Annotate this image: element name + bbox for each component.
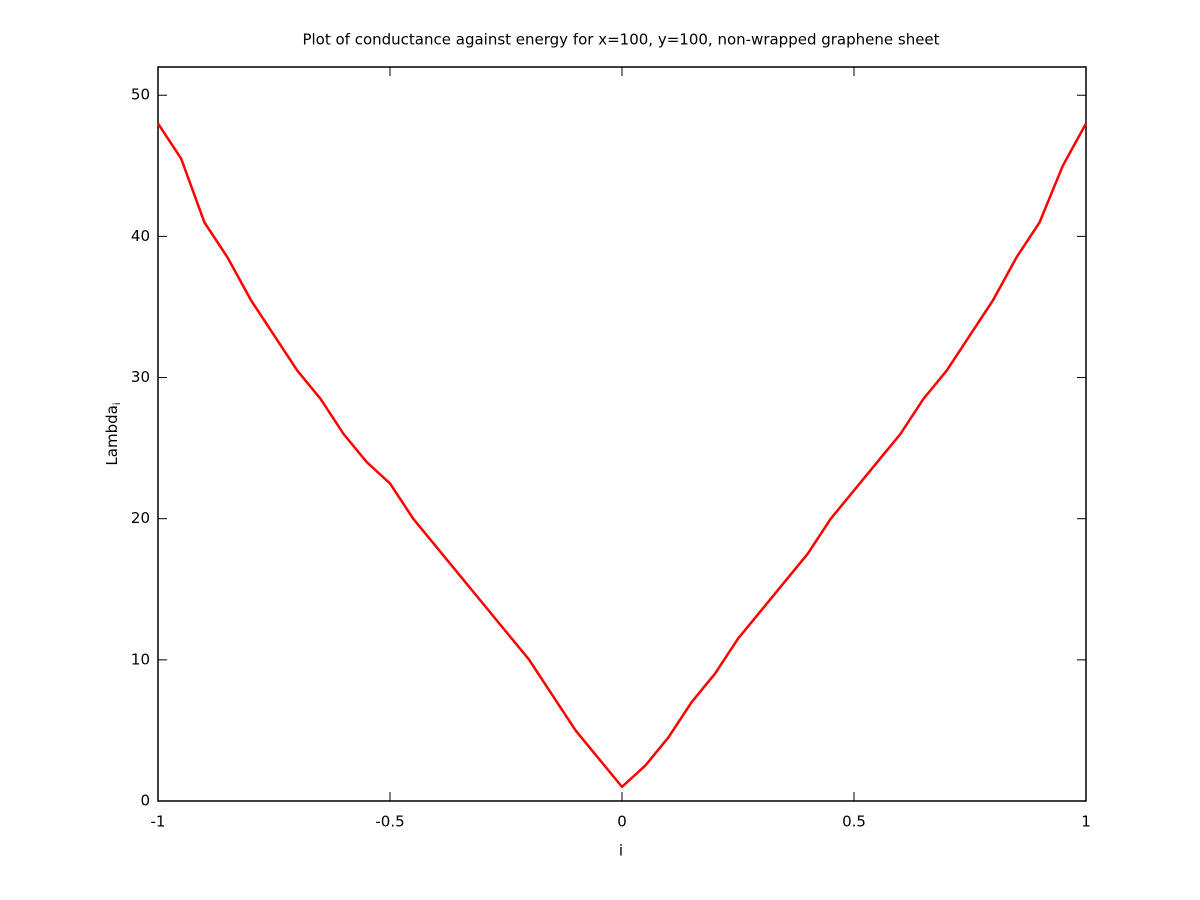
x-tick-label: 0.5 [842, 813, 866, 831]
x-tick-label: -0.5 [375, 813, 404, 831]
plot-frame [157, 66, 1087, 802]
y-tick-label: 30 [131, 368, 150, 386]
x-tick-label: 0 [617, 813, 627, 831]
x-axis-label: i [619, 842, 623, 860]
x-tick-label: 1 [1081, 813, 1091, 831]
chart-title: Plot of conductance against energy for x… [302, 31, 939, 49]
y-tick-label: 20 [131, 509, 150, 527]
y-tick-label: 50 [131, 86, 150, 104]
y-axis-label: Lambdai [103, 402, 124, 465]
y-tick-label: 40 [131, 227, 150, 245]
y-tick-label: 10 [131, 650, 150, 668]
y-tick-label: 0 [140, 792, 150, 810]
x-tick-label: -1 [151, 813, 166, 831]
y-axis-label-subscript: i [112, 402, 123, 405]
data-line [156, 122, 1088, 789]
y-axis-label-main: Lambda [103, 405, 121, 465]
